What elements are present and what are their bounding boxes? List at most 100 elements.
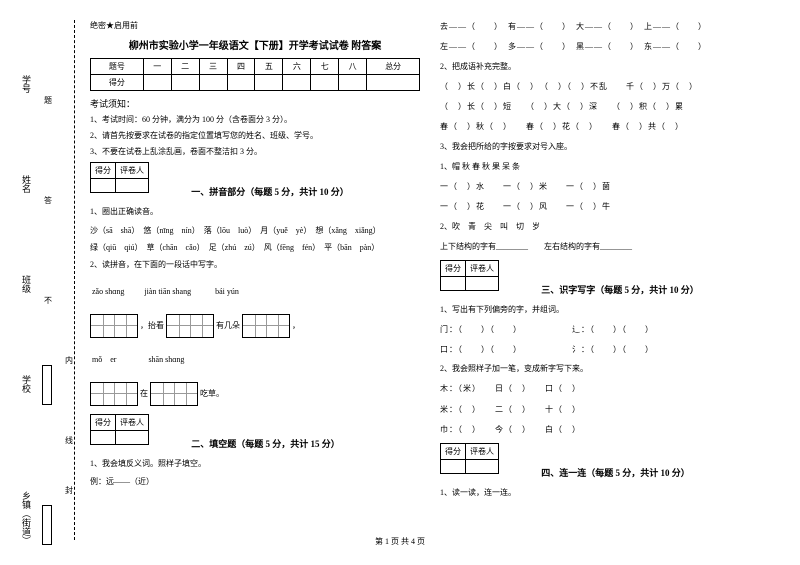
notice-1: 1、考试时间：60 分钟，满分为 100 分（含卷面分 3 分）。 <box>90 114 420 126</box>
tianzige-box <box>90 382 138 406</box>
q2-1: 1、我会填反义词。照样子填空。 <box>90 458 420 471</box>
measure-b: 一（ ）花 一（ ）风 一（ ）牛 <box>440 200 770 214</box>
th: 五 <box>255 59 283 75</box>
th: 七 <box>311 59 339 75</box>
left-column: 绝密★启用前 柳州市实验小学一年级语文【下册】开学考试试卷 附答案 题号 一 二… <box>90 20 420 506</box>
side-id: 学号 <box>20 75 33 93</box>
th: 题号 <box>91 59 144 75</box>
section-1-title: 一、拼音部分（每题 5 分，共计 10 分） <box>191 187 349 197</box>
text-2: 有几朵 <box>216 321 240 330</box>
side-class: 班级 <box>20 275 33 293</box>
q1-1: 1、圈出正确读音。 <box>90 206 420 219</box>
pinyin-line-2: 绿（qiū qiú） 草（chān cǎo） 足（zhú zú） 风（fēng … <box>90 242 420 253</box>
page-footer: 第 1 页 共 4 页 <box>0 536 800 547</box>
exam-title: 柳州市实验小学一年级语文【下册】开学考试试卷 附答案 <box>90 37 420 52</box>
score-value-row: 得分 <box>91 75 420 91</box>
th: 总分 <box>367 59 420 75</box>
stroke-3: 巾：（ ） 今（ ） 白（ ） <box>440 423 770 437</box>
tianzige-box <box>242 314 290 338</box>
fold-line <box>74 20 75 540</box>
idiom-a: （ ）长（ ）白（ ） （ ）（ ）不乱 千（ ）万（ ） <box>440 80 770 94</box>
stroke-2: 米：（ ） 二（ ） 十（ ） <box>440 403 770 417</box>
tianzige-row-2b: 在 吃草。 <box>90 380 420 408</box>
q3-1: 1、写出有下列偏旁的字，并组词。 <box>440 304 770 317</box>
antonym-1: 去——（ ） 有——（ ） 大——（ ） 上——（ ） <box>440 20 770 34</box>
tianzige-box <box>90 314 138 338</box>
side-char-xian: 线 <box>65 435 73 446</box>
radical-1: 门：（ ）（ ） 辶：（ ）（ ） <box>440 323 770 337</box>
idiom-c: 春（ ）秋（ ） 春（ ）花（ ） 春（ ）共（ ） <box>440 120 770 134</box>
pinyin-line-1: 沙（sā shā） 悠（nīng nín） 落（lōu luò） 月（yuě y… <box>90 225 420 236</box>
tianzige-box <box>150 382 198 406</box>
mark-score: 得分 <box>91 163 116 179</box>
mark-grader: 评卷人 <box>116 163 149 179</box>
q2-3: 3、我会把所给的字按要求对号入座。 <box>440 141 770 154</box>
th: 八 <box>339 59 367 75</box>
section-1-header: 得分评卷人 一、拼音部分（每题 5 分，共计 10 分） <box>90 162 420 198</box>
radical-2: 口：（ ）（ ） 氵：（ ）（ ） <box>440 343 770 357</box>
tianzige-row-1b: ，抬看 有几朵 ， <box>90 312 420 340</box>
exam-page: 乡镇（街道） 学校 班级 不 姓名 答 学号 题 内 线 封 绝密★启用前 柳州… <box>0 0 800 565</box>
stroke-1: 木：（米） 日（ ） 口（ ） <box>440 382 770 396</box>
mark-grader: 评卷人 <box>466 444 499 460</box>
score-header-row: 题号 一 二 三 四 五 六 七 八 总分 <box>91 59 420 75</box>
structure-line: 上下结构的字有________ 左右结构的字有________ <box>440 240 770 254</box>
th: 四 <box>227 59 255 75</box>
q2-ex: 例：远——（近） <box>90 476 420 489</box>
side-school: 学校 <box>20 375 33 393</box>
section-4-header: 得分评卷人 四、连一连（每题 5 分，共计 10 分） <box>440 443 770 479</box>
row-label: 得分 <box>91 75 144 91</box>
section-2-title: 二、填空题（每题 5 分，共计 15 分） <box>191 439 340 449</box>
th: 一 <box>143 59 171 75</box>
q4-1: 1、读一读，连一连。 <box>440 487 770 500</box>
side-char-ti: 答 <box>44 195 52 206</box>
text-4: 在 <box>140 389 148 398</box>
notice-3: 3、不要在试卷上乱涂乱画，卷面不整洁扣 3 分。 <box>90 146 420 158</box>
q2-2: 2、把成语补充完整。 <box>440 61 770 74</box>
antonym-2: 左——（ ） 多——（ ） 黑——（ ） 东——（ ） <box>440 40 770 54</box>
py-b: jiàn tiān shang <box>144 278 191 306</box>
text-5: 吃草。 <box>200 389 224 398</box>
tianzige-row-2: mǒ er shān shɑng <box>90 346 420 374</box>
section-4-title: 四、连一连（每题 5 分，共计 10 分） <box>541 468 690 478</box>
side-char-bu: 不 <box>44 295 52 306</box>
tianzige-row-1: zǎo shɑng jiàn tiān shang bái yún <box>90 278 420 306</box>
notice-2: 2、请首先按要求在试卷的指定位置填写您的姓名、班级、学号。 <box>90 130 420 142</box>
mark-grader: 评卷人 <box>466 260 499 276</box>
q1-2: 2、读拼音，在下面的一段话中写字。 <box>90 259 420 272</box>
side-char-feng: 封 <box>65 485 73 496</box>
section-3-header: 得分评卷人 三、识字写字（每题 5 分，共计 10 分） <box>440 260 770 296</box>
th: 三 <box>199 59 227 75</box>
py-e: shān shɑng <box>148 346 184 374</box>
confidential-label: 绝密★启用前 <box>90 20 420 31</box>
py-d: mǒ er <box>92 346 116 374</box>
text-3: ， <box>292 321 300 330</box>
section-3-title: 三、识字写字（每题 5 分，共计 10 分） <box>541 285 699 295</box>
q2-4: 2、吹 青 尖 叫 切 岁 <box>440 221 770 234</box>
mark-box-1: 得分评卷人 <box>90 162 149 193</box>
side-name: 姓名 <box>20 175 33 193</box>
text-1: ，抬看 <box>140 321 164 330</box>
section-2-header: 得分评卷人 二、填空题（每题 5 分，共计 15 分） <box>90 414 420 450</box>
py-c: bái yún <box>215 278 239 306</box>
mark-box-4: 得分评卷人 <box>440 443 499 474</box>
mark-box-2: 得分评卷人 <box>90 414 149 445</box>
py-a: zǎo shɑng <box>92 278 124 306</box>
mark-score: 得分 <box>441 444 466 460</box>
right-column: 去——（ ） 有——（ ） 大——（ ） 上——（ ） 左——（ ） 多——（ … <box>440 20 770 506</box>
side-char-da: 题 <box>44 95 52 106</box>
side-char-nei: 内 <box>65 355 73 366</box>
tianzige-box <box>166 314 214 338</box>
score-table: 题号 一 二 三 四 五 六 七 八 总分 得分 <box>90 58 420 91</box>
th: 六 <box>283 59 311 75</box>
mark-score: 得分 <box>91 414 116 430</box>
main-content: 绝密★启用前 柳州市实验小学一年级语文【下册】开学考试试卷 附答案 题号 一 二… <box>90 20 770 506</box>
q2-3-chars: 1、帽 秋 春 秋 果 呆 条 <box>440 160 770 174</box>
q3-2: 2、我会照样子加一笔，变成新字写下来。 <box>440 363 770 376</box>
notice-heading: 考试须知： <box>90 97 420 110</box>
side-box-2 <box>42 365 52 405</box>
th: 二 <box>171 59 199 75</box>
mark-box-3: 得分评卷人 <box>440 260 499 291</box>
mark-score: 得分 <box>441 260 466 276</box>
idiom-b: （ ）长（ ）短 （ ）大（ ）深 （ ）积（ ）累 <box>440 100 770 114</box>
